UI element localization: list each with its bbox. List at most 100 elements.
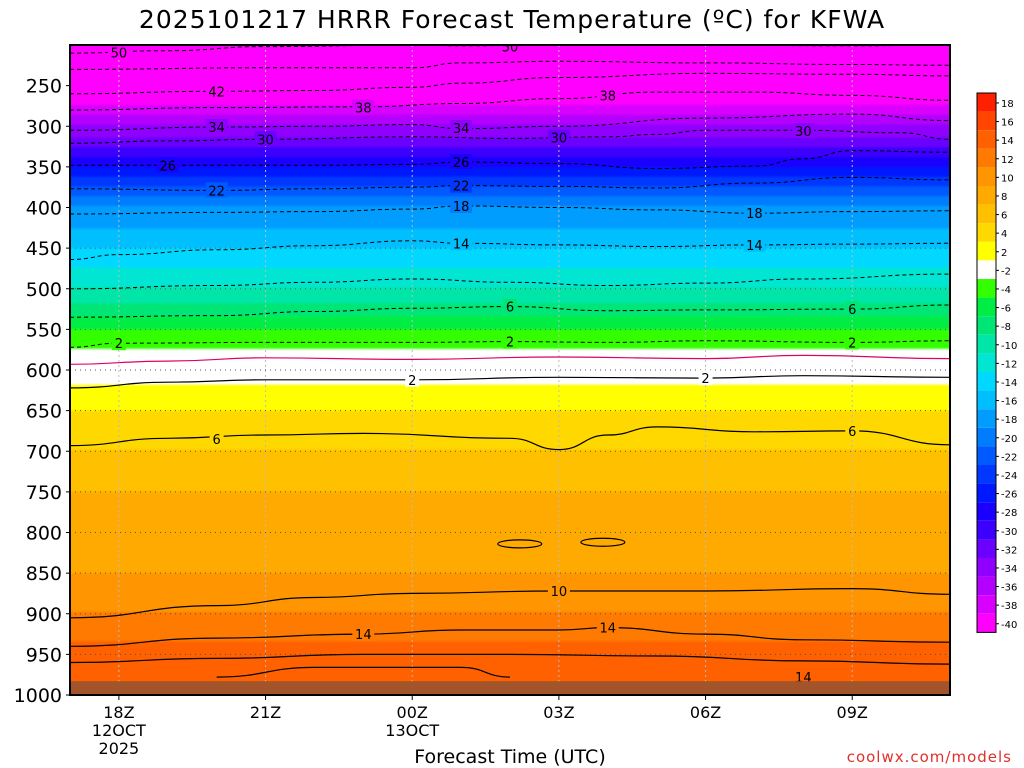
pressure-tick-label: 700: [26, 441, 62, 463]
isotherm-2: [70, 375, 950, 389]
closed-isotherm: [497, 539, 543, 549]
isotherm-label: 18: [746, 207, 763, 222]
pressure-tick-label: 1000: [14, 685, 62, 707]
legend-label: 8: [1001, 192, 1007, 203]
legend-swatch: [977, 167, 996, 186]
legend-label: -12: [1001, 359, 1017, 370]
legend-swatch: [977, 241, 996, 261]
isotherm-22: [70, 176, 950, 191]
time-tick-label: 09Z: [837, 703, 868, 722]
isotherm-label-bg: [156, 157, 179, 173]
isotherm-label: 6: [848, 303, 856, 318]
isotherm-label: 26: [160, 159, 177, 174]
pressure-tick-label: 950: [26, 644, 62, 666]
legend-label: -30: [1001, 527, 1017, 538]
isotherm-label-bg: [698, 370, 713, 386]
isotherm-label: 2: [115, 337, 123, 352]
pressure-tick-label: 250: [26, 76, 62, 98]
isotherm-label: 6: [506, 301, 514, 316]
isotherm-label-bg: [450, 235, 473, 251]
legend-label: -2: [1001, 266, 1011, 277]
legend-swatch: [977, 502, 996, 521]
isotherm-0: [70, 354, 950, 365]
isotherm-unlabeled: [70, 273, 950, 290]
time-tick-label: 00Z: [397, 703, 428, 722]
isotherm-label: 42: [208, 85, 225, 100]
isotherm-2: [70, 340, 950, 348]
isotherm-label: 50: [502, 41, 519, 56]
color-legend: 18 16 14 12 10 8 6 4 2 -2 -4 -6 -8 -10 -12 -14 -16 -18 -20…: [976, 92, 1017, 633]
isotherm-label-bg: [254, 131, 277, 147]
legend-label: -10: [1001, 341, 1017, 352]
legend-swatch: [977, 148, 996, 168]
isotherm-18: [70, 205, 950, 215]
pressure-tick-label: 750: [26, 482, 62, 504]
isotherm-label: 6: [213, 433, 221, 448]
pressure-tick-label: 600: [26, 360, 62, 382]
legend-label: -40: [1001, 620, 1017, 631]
pressure-tick-label: 400: [26, 198, 62, 220]
isotherm-unlabeled: [216, 666, 511, 678]
isotherm-label: 26: [453, 156, 470, 171]
isotherm-label: 14: [355, 628, 372, 643]
legend-swatch: [977, 186, 996, 205]
closed-isotherm: [580, 537, 626, 547]
legend-swatch: [977, 520, 996, 540]
legend-label: 16: [1001, 118, 1014, 129]
chart-title: 2025101217 HRRR Forecast Temperature (ºC…: [138, 5, 886, 34]
legend-swatch: [977, 279, 996, 298]
credit-link[interactable]: coolwx.com/models: [846, 748, 1012, 766]
isotherm-label: 38: [355, 102, 372, 117]
time-tick-label: 13OCT: [385, 721, 439, 740]
legend-label: -6: [1001, 304, 1011, 315]
legend-swatch: [977, 316, 996, 335]
isotherm-38: [70, 91, 950, 111]
legend-label: -8: [1001, 322, 1011, 333]
isotherm-26: [70, 150, 950, 170]
legend-swatch: [977, 297, 996, 317]
isotherm-label: 2: [701, 372, 709, 387]
isotherm-label-bg: [503, 298, 517, 314]
isotherm-30: [70, 129, 950, 144]
isotherm-label: 30: [551, 132, 568, 147]
isotherm-label-bg: [547, 583, 570, 598]
isotherm-label-bg: [209, 431, 224, 447]
ground-fill: [70, 681, 950, 695]
legend-label: -4: [1001, 285, 1011, 296]
isotherm-10: [70, 587, 950, 619]
legend-swatch: [977, 595, 996, 614]
legend-label: -18: [1001, 415, 1017, 426]
isotherm-label: 22: [208, 184, 225, 199]
legend-swatch: [977, 409, 996, 428]
isotherm-label: 14: [600, 622, 617, 637]
isotherm-label-bg: [596, 87, 619, 103]
legend-swatch: [977, 334, 996, 354]
isotherm-label-bg: [743, 236, 766, 252]
legend-label: -24: [1001, 471, 1017, 482]
isotherm-label-bg: [205, 83, 228, 99]
legend-label: -36: [1001, 583, 1017, 594]
legend-label: 10: [1001, 173, 1014, 184]
isotherm-42: [70, 72, 950, 95]
isotherm-label: 6: [848, 425, 856, 440]
time-tick-label: 2025: [99, 739, 140, 758]
isotherm-label-bg: [450, 119, 473, 135]
pressure-tick-label: 350: [26, 157, 62, 179]
legend-swatch: [977, 483, 996, 503]
legend-swatch: [977, 446, 996, 465]
isotherm-label-bg: [111, 335, 126, 351]
isotherm-label-bg: [503, 333, 517, 349]
time-tick-label: 06Z: [690, 703, 721, 722]
isotherm-label-bg: [547, 129, 570, 145]
isotherm-label: 38: [600, 89, 617, 104]
time-tick-label: 03Z: [543, 703, 574, 722]
legend-swatch: [977, 130, 996, 149]
legend-label: 14: [1001, 136, 1014, 147]
legend-label: -32: [1001, 545, 1017, 556]
pressure-tick-label: 550: [26, 319, 62, 341]
legend-label: -14: [1001, 378, 1017, 389]
legend-swatch: [977, 353, 996, 372]
isotherm-label: 10: [551, 585, 568, 600]
isotherm-label-bg: [845, 334, 860, 350]
isotherm-label: 14: [746, 239, 763, 254]
